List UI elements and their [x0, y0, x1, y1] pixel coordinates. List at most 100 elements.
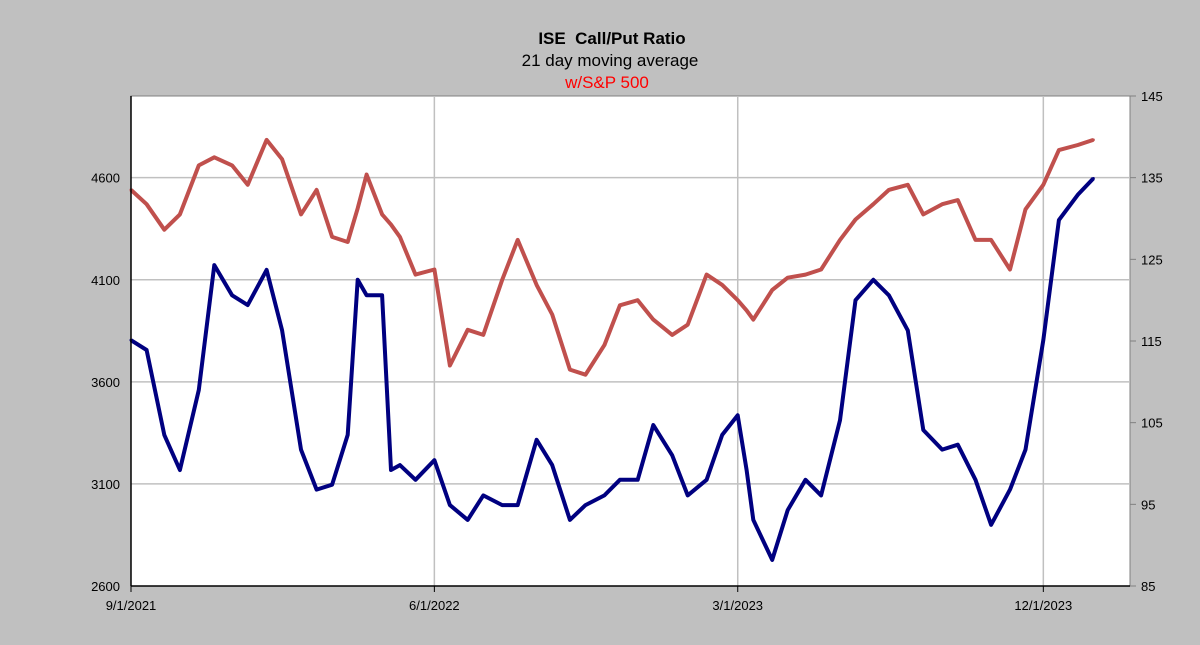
sp500-point	[346, 240, 350, 244]
sp500-point	[1024, 207, 1028, 211]
call-put-ratio-point	[1076, 193, 1080, 197]
sp500-point	[246, 183, 250, 187]
sp500-point	[389, 223, 393, 227]
sp500-point	[481, 333, 485, 337]
y-left-tick-label: 4100	[91, 273, 120, 288]
call-put-ratio-point	[265, 268, 269, 272]
call-put-ratio-point	[432, 458, 436, 462]
call-put-ratio-point	[448, 503, 452, 507]
sp500-point	[162, 228, 166, 232]
call-put-ratio-point	[550, 463, 554, 467]
call-put-ratio-point	[315, 488, 319, 492]
sp500-point	[670, 333, 674, 337]
sp500-point	[230, 163, 234, 167]
call-put-ratio-point	[921, 428, 925, 432]
y-right-tick-label: 125	[1141, 252, 1163, 267]
sp500-point	[145, 202, 149, 206]
call-put-ratio-point	[956, 443, 960, 447]
sp500-point	[197, 163, 201, 167]
call-put-ratio-point	[230, 293, 234, 297]
call-put-ratio-point	[197, 388, 201, 392]
call-put-ratio-point	[162, 433, 166, 437]
y-right-tick-label: 95	[1141, 497, 1155, 512]
sp500-point	[651, 318, 655, 322]
call-put-ratio-point	[481, 493, 485, 497]
call-put-ratio-point	[280, 328, 284, 332]
call-put-ratio-point	[178, 468, 182, 472]
sp500-point	[1091, 138, 1095, 142]
sp500-point	[736, 298, 740, 302]
call-put-ratio-point	[299, 448, 303, 452]
call-put-ratio-point	[736, 413, 740, 417]
call-put-ratio-point	[751, 518, 755, 522]
x-tick-label: 9/1/2021	[106, 598, 157, 613]
chart-title: ISE Call/Put Ratio	[538, 29, 685, 48]
y-right-tick-label: 105	[1141, 416, 1163, 431]
sp500-point	[940, 202, 944, 206]
call-put-ratio-point	[705, 478, 709, 482]
sp500-point	[921, 212, 925, 216]
call-put-ratio-point	[618, 478, 622, 482]
call-put-ratio-point	[1008, 488, 1012, 492]
chart-subtitle: 21 day moving average	[522, 51, 699, 70]
sp500-point	[956, 198, 960, 202]
call-put-ratio-point	[602, 493, 606, 497]
call-put-ratio-point	[1091, 176, 1095, 180]
x-tick-label: 3/1/2023	[712, 598, 763, 613]
sp500-point	[618, 303, 622, 307]
call-put-ratio-point	[500, 503, 504, 507]
sp500-point	[1041, 183, 1045, 187]
sp500-point	[535, 283, 539, 287]
sp500-point	[398, 235, 402, 239]
call-put-ratio-point	[145, 348, 149, 352]
chart-subtitle-sp500: w/S&P 500	[564, 73, 649, 92]
call-put-ratio-point	[636, 478, 640, 482]
sp500-point	[583, 373, 587, 377]
call-put-ratio-point	[854, 298, 858, 302]
sp500-point	[602, 343, 606, 347]
y-right-tick-label: 85	[1141, 579, 1155, 594]
sp500-point	[413, 273, 417, 277]
sp500-point	[804, 273, 808, 277]
sp500-point	[432, 268, 436, 272]
x-tick-label: 6/1/2022	[409, 598, 460, 613]
call-put-ratio-point	[786, 508, 790, 512]
call-put-ratio-point	[906, 328, 910, 332]
sp500-point	[330, 235, 334, 239]
call-put-ratio-point	[670, 453, 674, 457]
sp500-point	[1057, 148, 1061, 152]
call-put-ratio-point	[516, 503, 520, 507]
call-put-ratio-point	[887, 293, 891, 297]
call-put-ratio-point	[940, 448, 944, 452]
sp500-point	[299, 212, 303, 216]
call-put-ratio-point	[330, 483, 334, 487]
sp500-point	[871, 202, 875, 206]
call-put-ratio-point	[535, 438, 539, 442]
call-put-ratio-point	[365, 293, 369, 297]
sp500-point	[838, 238, 842, 242]
sp500-point	[1076, 143, 1080, 147]
sp500-point	[786, 276, 790, 280]
sp500-point	[906, 183, 910, 187]
y-left-tick-label: 3600	[91, 375, 120, 390]
call-put-ratio-point	[380, 293, 384, 297]
sp500-point	[466, 328, 470, 332]
call-put-ratio-point	[346, 433, 350, 437]
y-left-tick-label: 4600	[91, 171, 120, 186]
sp500-point	[516, 238, 520, 242]
call-put-ratio-point	[651, 423, 655, 427]
call-put-ratio-point	[389, 468, 393, 472]
sp500-point	[974, 238, 978, 242]
y-left-tick-label: 3100	[91, 477, 120, 492]
y-right-tick-label: 135	[1141, 171, 1163, 186]
sp500-point	[550, 312, 554, 316]
sp500-point	[448, 364, 452, 367]
sp500-point	[989, 238, 993, 242]
call-put-ratio-point	[745, 468, 749, 472]
call-put-ratio-point	[1057, 218, 1061, 222]
sp500-point	[1008, 268, 1012, 272]
sp500-point	[568, 368, 572, 372]
call-put-ratio-point	[1041, 338, 1045, 342]
sp500-point	[686, 323, 690, 327]
